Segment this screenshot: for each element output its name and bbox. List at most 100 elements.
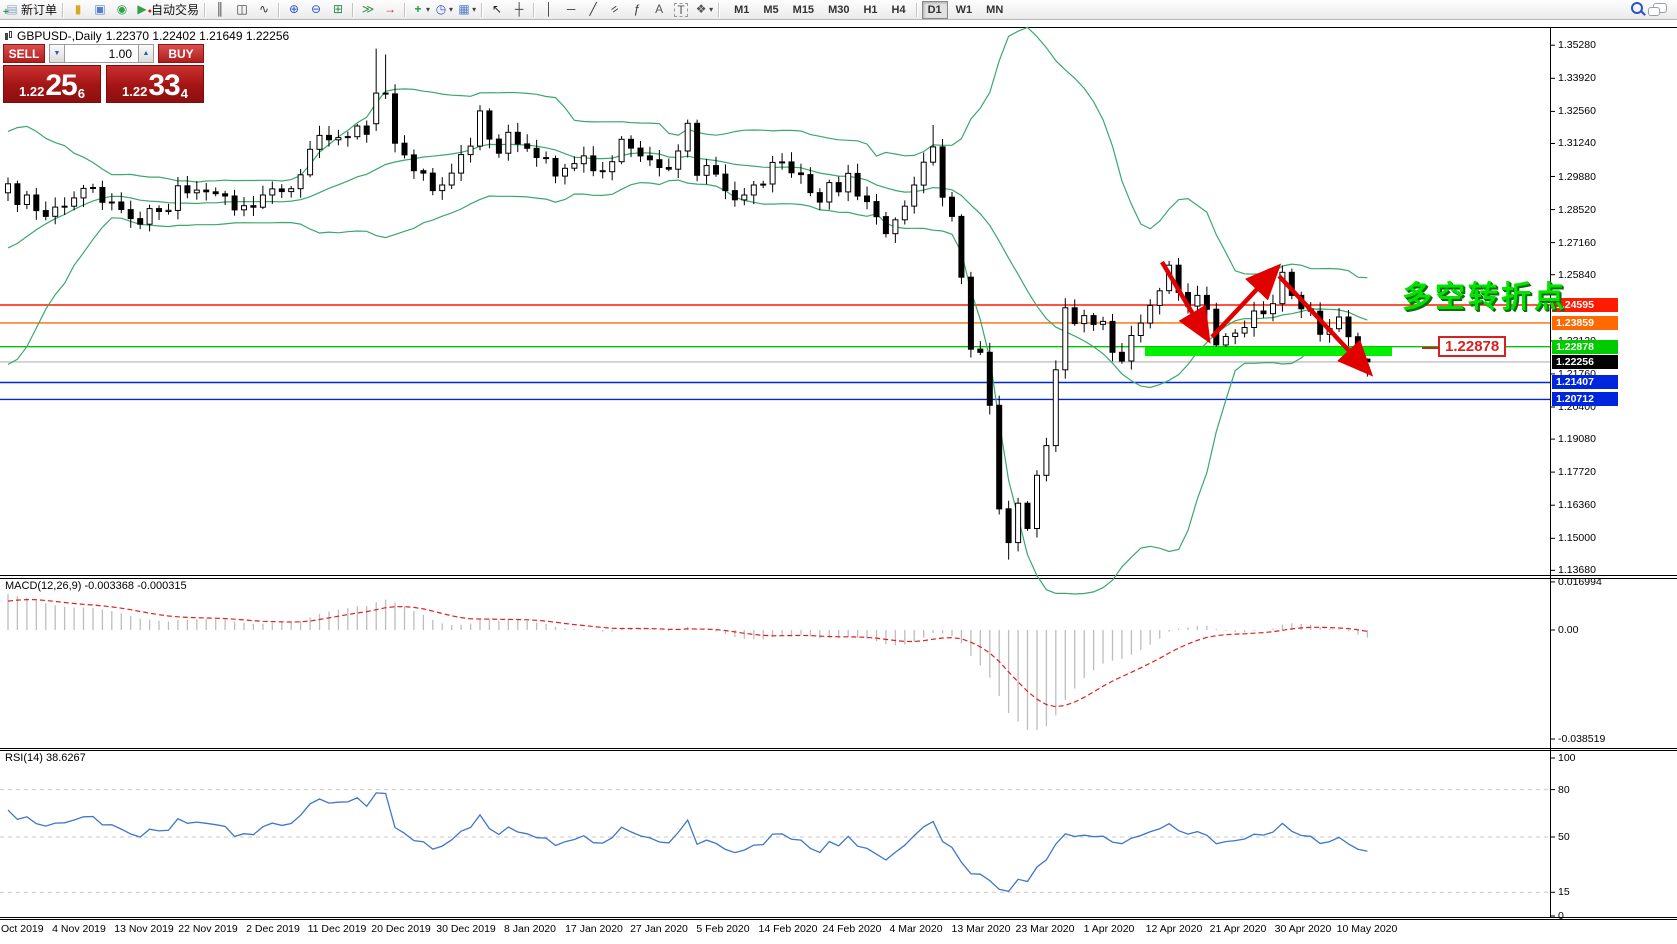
toolbar-separator	[404, 2, 407, 17]
timeframe-button-h4[interactable]: H4	[891, 3, 906, 16]
shapes-icon[interactable]: ❖ ▾	[692, 1, 715, 18]
price-callout-label[interactable]: 1.22878	[1438, 336, 1507, 357]
periods-icon: ◷	[435, 2, 447, 16]
toolbar-separator	[915, 2, 918, 17]
new-chart-icon: +	[414, 2, 422, 16]
volume-decrease-button[interactable]: ▼	[49, 44, 65, 63]
buy-price-display[interactable]: 1.22 33 4	[106, 65, 204, 103]
toolbar: ▤ + 新订单 ▮ ▣ ◉ ▶ ● 自动交易 ║ ◫ ∿ ⊕ ⊖ ⊞ ≫ → + ▾ ◷ ▾ ▦ ▾ ↖ ┼ │ ─ ╱ = ƒ A T ❖ ▾ …	[0, 0, 1677, 20]
trendline-icon[interactable]: ╱	[582, 1, 604, 18]
chevron-down-icon[interactable]: ▾	[426, 5, 431, 14]
timeframe-button-mn[interactable]: MN	[986, 3, 1004, 16]
line-chart-icon: ∿	[259, 2, 270, 16]
zoom-in-icon[interactable]: ⊕	[283, 1, 305, 18]
sell-price-prefix: 1.22	[19, 84, 45, 99]
timeframe-button-m15[interactable]: M15	[792, 3, 815, 16]
bars-chart-icon: ║	[215, 2, 225, 16]
timeframe-button-m1[interactable]: M1	[734, 3, 750, 16]
symbol-info: GBPUSD-,Daily 1.22370 1.22402 1.21649 1.…	[4, 29, 289, 43]
zoom-out-icon[interactable]: ⊖	[305, 1, 327, 18]
new-chart-icon[interactable]: + ▾	[409, 1, 432, 18]
sell-price-display[interactable]: 1.22 25 6	[3, 65, 101, 103]
symbol-title: GBPUSD-,Daily	[17, 29, 102, 43]
tile-windows-icon: ⊞	[333, 2, 344, 16]
candles-chart-icon[interactable]: ◫	[231, 1, 253, 18]
cursor-icon: ↖	[492, 2, 503, 16]
chart-symbol-icon	[4, 31, 13, 41]
horizontal-line-icon[interactable]: ─	[560, 1, 582, 18]
toolbar-separator	[718, 2, 721, 17]
styles-icon: ▮	[74, 2, 82, 16]
toolbar-buttons: ▤ + 新订单 ▮ ▣ ◉ ▶ ● 自动交易 ║ ◫ ∿ ⊕ ⊖ ⊞ ≫ → + ▾ ◷ ▾ ▦ ▾ ↖ ┼ │ ─ ╱ = ƒ A T ❖ ▾	[3, 1, 723, 18]
market-watch-icon: ▣	[94, 2, 106, 16]
fibonacci-icon[interactable]: ƒ	[626, 1, 648, 18]
chart-autoscroll-icon[interactable]: →	[379, 1, 401, 18]
timeframe-button-d1[interactable]: D1	[921, 0, 948, 19]
vertical-line-icon: │	[545, 2, 553, 16]
periods-icon[interactable]: ◷ ▾	[432, 1, 455, 18]
rsi-indicator-label: RSI(14) 38.6267	[5, 752, 86, 764]
bars-chart-icon[interactable]: ║	[209, 1, 231, 18]
crosshair-icon[interactable]: ┼	[508, 1, 530, 18]
text-icon[interactable]: A	[648, 1, 670, 18]
vertical-line-icon[interactable]: │	[538, 1, 560, 18]
search-icon[interactable]	[1631, 2, 1643, 14]
indicators-list-icon[interactable]: ▦ ▾	[455, 1, 478, 18]
new-order-button-label: 新订单	[21, 3, 58, 17]
chat-icon[interactable]	[1648, 3, 1667, 16]
new-order-button[interactable]: ▤ + 新订单	[3, 1, 59, 18]
shapes-icon: ❖	[695, 2, 707, 16]
text-label-icon[interactable]: T	[670, 1, 692, 18]
alerts-icon: ◉	[116, 2, 128, 16]
volume-increase-button[interactable]: ▲	[138, 44, 154, 63]
chart-shift-icon: ≫	[361, 2, 375, 16]
toolbar-separator	[481, 2, 484, 17]
chevron-down-icon[interactable]: ▾	[709, 5, 714, 14]
indicators-list-icon: ▦	[458, 2, 470, 16]
toolbar-separator	[62, 2, 65, 17]
styles-icon[interactable]: ▮	[67, 1, 89, 18]
timeframe-button-m5[interactable]: M5	[763, 3, 779, 16]
autotrade-icon: ▶ ●	[137, 2, 153, 16]
toolbar-right-icons	[1631, 2, 1667, 16]
tile-windows-icon[interactable]: ⊞	[327, 1, 349, 18]
horizontal-line-icon: ─	[566, 2, 576, 16]
toolbar-separator	[278, 2, 281, 17]
macd-indicator-label: MACD(12,26,9) -0.003368 -0.000315	[5, 580, 187, 592]
chart-text-annotation[interactable]: 多空转折点	[1402, 281, 1567, 314]
timeframe-button-h1[interactable]: H1	[863, 3, 878, 16]
toolbar-separator	[204, 2, 207, 17]
sell-price-pip: 6	[77, 86, 85, 101]
buy-price-prefix: 1.22	[122, 84, 148, 99]
zoom-out-icon: ⊖	[311, 2, 322, 16]
alerts-icon[interactable]: ◉	[111, 1, 133, 18]
toolbar-separator	[533, 2, 536, 17]
one-click-trading-panel: SELL ▼ 1.00 ▲ BUY 1.22 25 6 1.22 33 4	[3, 44, 204, 103]
chevron-down-icon[interactable]: ▾	[449, 5, 454, 14]
zoom-in-icon: ⊕	[289, 2, 300, 16]
sell-button[interactable]: SELL	[3, 44, 45, 63]
autotrade-button[interactable]: ▶ ● 自动交易	[133, 1, 201, 18]
chart-window[interactable]: 1.35280 1.33920 1.32560 1.31240 1.29880 1.285…	[0, 20, 1677, 944]
timeframe-button-m30[interactable]: M30	[828, 3, 850, 16]
line-chart-icon[interactable]: ∿	[253, 1, 275, 18]
buy-price-main: 33	[148, 69, 180, 102]
timeframe-button-w1[interactable]: W1	[955, 3, 973, 16]
timeframe-bar: M1 M5 M15 M30 H1 H4 D1 W1 MN	[727, 0, 1010, 19]
text-icon: A	[655, 2, 664, 16]
sell-price-main: 25	[45, 69, 77, 102]
text-label-icon: T	[674, 2, 689, 17]
autotrade-button-label: 自动交易	[151, 3, 200, 17]
trendline-icon: ╱	[589, 2, 597, 16]
buy-button[interactable]: BUY	[158, 44, 204, 63]
price-chart-canvas[interactable]	[0, 20, 1677, 944]
chevron-down-icon[interactable]: ▾	[472, 5, 477, 14]
volume-input[interactable]: 1.00	[65, 44, 138, 63]
channel-icon[interactable]: =	[604, 1, 626, 18]
chart-shift-icon[interactable]: ≫	[357, 1, 379, 18]
cursor-icon[interactable]: ↖	[486, 1, 508, 18]
market-watch-icon[interactable]: ▣	[89, 1, 111, 18]
toolbar-separator	[352, 2, 355, 17]
crosshair-icon: ┼	[514, 2, 524, 16]
